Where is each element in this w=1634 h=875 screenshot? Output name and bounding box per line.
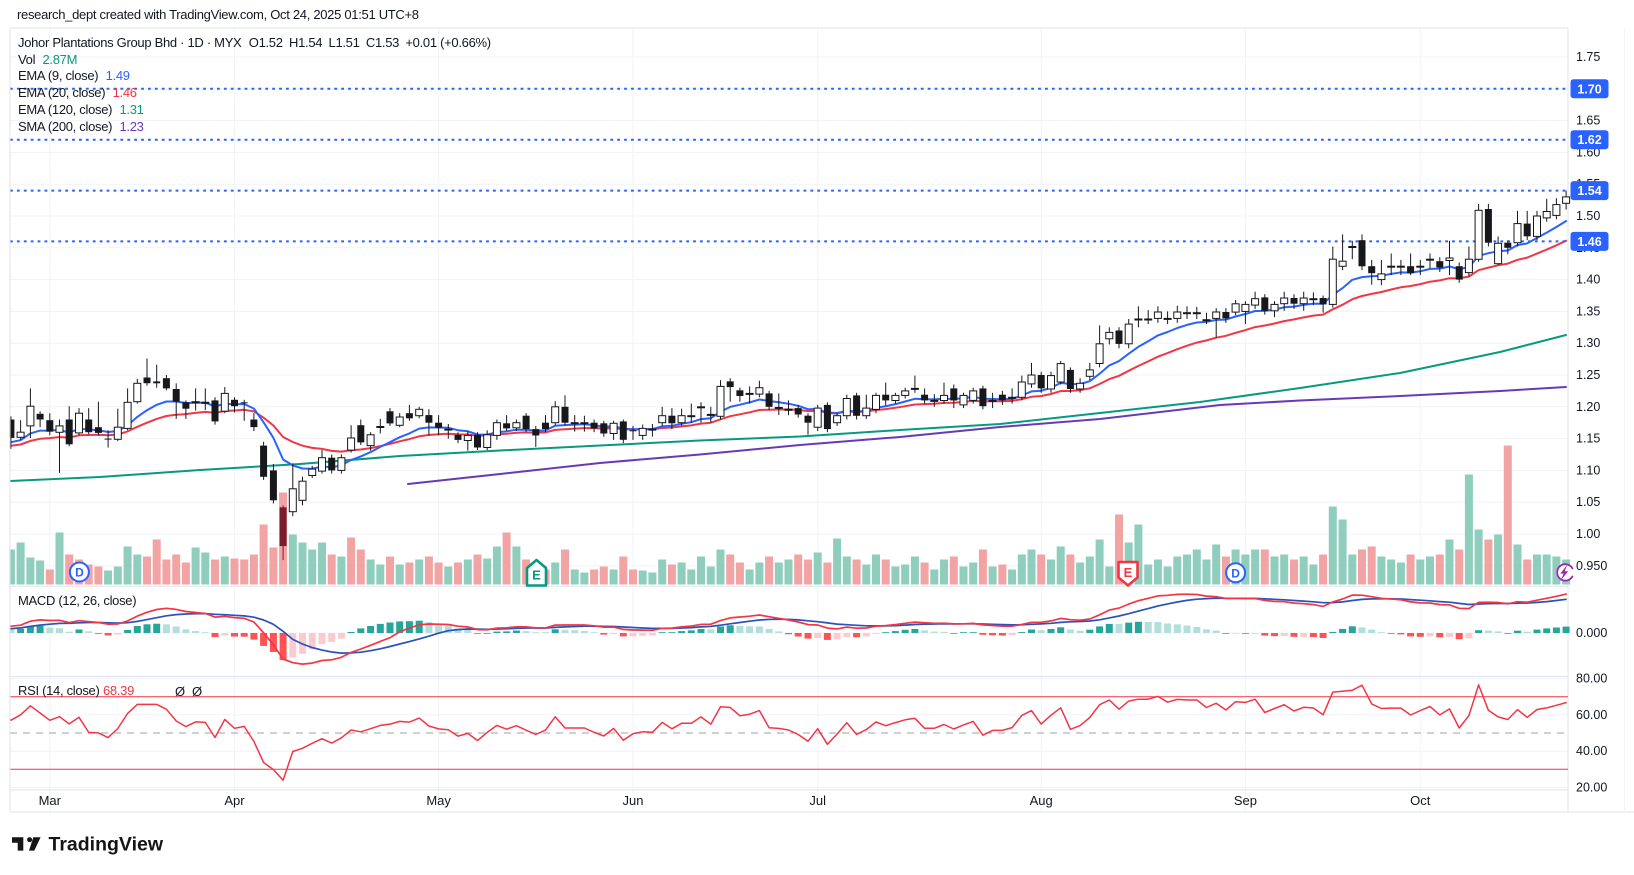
svg-text:D: D bbox=[75, 566, 84, 580]
svg-text:Jul: Jul bbox=[809, 793, 826, 808]
svg-text:Ø: Ø bbox=[192, 684, 202, 699]
svg-text:1.20: 1.20 bbox=[1576, 400, 1600, 414]
svg-text:1.40: 1.40 bbox=[1576, 273, 1600, 287]
svg-text:60.00: 60.00 bbox=[1576, 708, 1607, 722]
svg-text:1.70: 1.70 bbox=[1577, 82, 1601, 96]
svg-text:1.50: 1.50 bbox=[1576, 209, 1600, 223]
svg-text:SMA (200, close) 1.23: SMA (200, close) 1.23 bbox=[18, 119, 144, 134]
svg-text:EMA (20, close) 1.46: EMA (20, close) 1.46 bbox=[18, 85, 137, 100]
svg-text:Ø: Ø bbox=[175, 684, 185, 699]
svg-text:1.35: 1.35 bbox=[1576, 304, 1600, 318]
svg-text:1.75: 1.75 bbox=[1576, 50, 1600, 64]
svg-text:Oct: Oct bbox=[1410, 793, 1431, 808]
svg-text:20.00: 20.00 bbox=[1576, 781, 1607, 795]
svg-text:1.62: 1.62 bbox=[1577, 133, 1601, 147]
svg-text:1.15: 1.15 bbox=[1576, 432, 1600, 446]
svg-text:1.46: 1.46 bbox=[1577, 235, 1601, 249]
svg-text:80.00: 80.00 bbox=[1576, 672, 1607, 686]
svg-text:0.000: 0.000 bbox=[1576, 626, 1607, 640]
svg-text:Johor Plantations Group Bhd ·: Johor Plantations Group Bhd · 1D · MYX O… bbox=[18, 35, 491, 50]
svg-text:Vol 2.87M: Vol 2.87M bbox=[18, 52, 77, 67]
svg-text:RSI (14, close): RSI (14, close) bbox=[18, 683, 99, 698]
svg-text:E: E bbox=[1124, 565, 1133, 580]
svg-text:1.10: 1.10 bbox=[1576, 463, 1600, 477]
svg-text:TradingView: TradingView bbox=[49, 834, 164, 856]
svg-text:May: May bbox=[426, 793, 451, 808]
svg-text:68.39: 68.39 bbox=[103, 683, 134, 698]
svg-text:Mar: Mar bbox=[39, 793, 62, 808]
svg-text:MACD (12, 26, close): MACD (12, 26, close) bbox=[18, 593, 136, 608]
svg-text:Aug: Aug bbox=[1030, 793, 1053, 808]
svg-text:0.950: 0.950 bbox=[1576, 559, 1607, 573]
svg-text:40.00: 40.00 bbox=[1576, 744, 1607, 758]
svg-text:EMA (120, close) 1.31: EMA (120, close) 1.31 bbox=[18, 102, 144, 117]
svg-text:1.00: 1.00 bbox=[1576, 527, 1600, 541]
svg-text:1.25: 1.25 bbox=[1576, 368, 1600, 382]
svg-text:D: D bbox=[1231, 566, 1240, 580]
svg-text:research_dept created with Tra: research_dept created with TradingView.c… bbox=[17, 7, 419, 22]
svg-text:E: E bbox=[532, 568, 541, 583]
svg-text:1.30: 1.30 bbox=[1576, 336, 1600, 350]
svg-text:Jun: Jun bbox=[623, 793, 644, 808]
svg-text:1.65: 1.65 bbox=[1576, 114, 1600, 128]
svg-text:Sep: Sep bbox=[1234, 793, 1257, 808]
svg-text:1.05: 1.05 bbox=[1576, 495, 1600, 509]
svg-text:1.54: 1.54 bbox=[1577, 184, 1601, 198]
svg-text:Apr: Apr bbox=[224, 793, 245, 808]
svg-text:EMA (9, close) 1.49: EMA (9, close) 1.49 bbox=[18, 68, 130, 83]
